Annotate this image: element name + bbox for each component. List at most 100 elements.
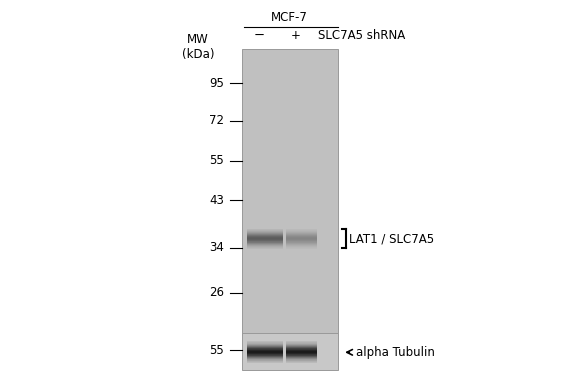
Bar (286, 348, 317, 349)
Bar (247, 237, 283, 238)
Bar (247, 352, 283, 353)
Text: alpha Tubulin: alpha Tubulin (356, 346, 435, 359)
Bar (247, 235, 283, 236)
Bar (247, 233, 283, 234)
Bar (286, 342, 317, 343)
Text: 55: 55 (210, 344, 224, 357)
Bar (286, 231, 317, 232)
Bar (286, 352, 317, 353)
Bar (247, 347, 283, 348)
Bar (286, 234, 317, 235)
Bar (247, 361, 283, 362)
Text: (kDa): (kDa) (182, 48, 214, 61)
Bar (247, 232, 283, 233)
Bar (247, 354, 283, 355)
Bar (247, 342, 283, 343)
Bar (286, 235, 317, 236)
Bar (286, 361, 317, 362)
Bar (286, 241, 317, 242)
Bar (286, 350, 317, 351)
Bar (286, 233, 317, 234)
Bar (286, 247, 317, 248)
Bar (286, 236, 317, 237)
Bar (247, 344, 283, 345)
Text: +: + (291, 29, 300, 42)
Bar (286, 344, 317, 345)
Bar (247, 359, 283, 360)
Bar (286, 229, 317, 230)
Bar (247, 346, 283, 347)
Bar (247, 348, 283, 349)
Bar (286, 357, 317, 358)
Bar (286, 232, 317, 233)
Bar (286, 244, 317, 245)
Bar (247, 230, 283, 231)
Text: SLC7A5 shRNA: SLC7A5 shRNA (318, 29, 405, 42)
Bar (247, 244, 283, 245)
Text: 55: 55 (210, 154, 224, 167)
Bar (286, 248, 317, 249)
Bar (247, 229, 283, 230)
Bar (247, 239, 283, 240)
Text: 34: 34 (209, 241, 224, 254)
Bar (286, 243, 317, 244)
Bar (247, 248, 283, 249)
Bar (286, 349, 317, 350)
Bar (286, 242, 317, 243)
Text: 43: 43 (209, 194, 224, 207)
Bar (286, 343, 317, 344)
Bar (242, 49, 338, 335)
Bar (247, 357, 283, 358)
Bar (286, 239, 317, 240)
Bar (247, 240, 283, 241)
Bar (247, 353, 283, 354)
Bar (247, 341, 283, 342)
Bar (247, 231, 283, 232)
Bar (247, 243, 283, 244)
Bar (247, 234, 283, 235)
Bar (247, 355, 283, 356)
Bar (286, 353, 317, 354)
Bar (247, 351, 283, 352)
Bar (247, 241, 283, 242)
Bar (247, 247, 283, 248)
Text: −: − (253, 29, 265, 42)
Bar (247, 236, 283, 237)
Bar (247, 246, 283, 247)
Text: MCF-7: MCF-7 (271, 11, 308, 23)
Bar (286, 240, 317, 241)
Bar (286, 359, 317, 360)
Bar (286, 360, 317, 361)
Bar (286, 347, 317, 348)
Bar (286, 237, 317, 238)
Text: LAT1 / SLC7A5: LAT1 / SLC7A5 (349, 232, 434, 245)
Bar (286, 246, 317, 247)
Bar (286, 355, 317, 356)
Bar (286, 351, 317, 352)
Text: MW: MW (187, 33, 209, 46)
Bar (286, 228, 317, 229)
Bar (247, 242, 283, 243)
Bar (286, 245, 317, 246)
Bar (286, 346, 317, 347)
Text: 26: 26 (209, 287, 224, 299)
Bar (286, 341, 317, 342)
Text: 95: 95 (209, 77, 224, 90)
Bar (247, 343, 283, 344)
Bar (286, 362, 317, 363)
Bar (247, 358, 283, 359)
Bar (286, 238, 317, 239)
Bar (247, 350, 283, 351)
Bar (286, 356, 317, 357)
Text: 72: 72 (209, 115, 224, 127)
Bar (286, 358, 317, 359)
Bar (286, 230, 317, 231)
Bar (247, 238, 283, 239)
Bar (247, 228, 283, 229)
Bar (247, 345, 283, 346)
Bar (242, 333, 338, 370)
Bar (247, 362, 283, 363)
Bar (247, 356, 283, 357)
Bar (247, 245, 283, 246)
Bar (247, 349, 283, 350)
